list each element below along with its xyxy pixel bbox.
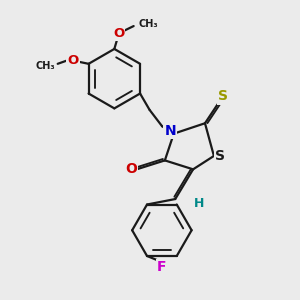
Text: CH₃: CH₃ [138, 19, 158, 29]
Text: CH₃: CH₃ [35, 61, 55, 70]
Text: H: H [194, 197, 204, 210]
Text: S: S [215, 149, 225, 163]
Text: O: O [68, 54, 79, 67]
Text: S: S [218, 89, 228, 103]
Text: F: F [157, 260, 167, 274]
Text: N: N [164, 124, 176, 138]
Text: O: O [125, 162, 137, 176]
Text: O: O [113, 27, 124, 40]
